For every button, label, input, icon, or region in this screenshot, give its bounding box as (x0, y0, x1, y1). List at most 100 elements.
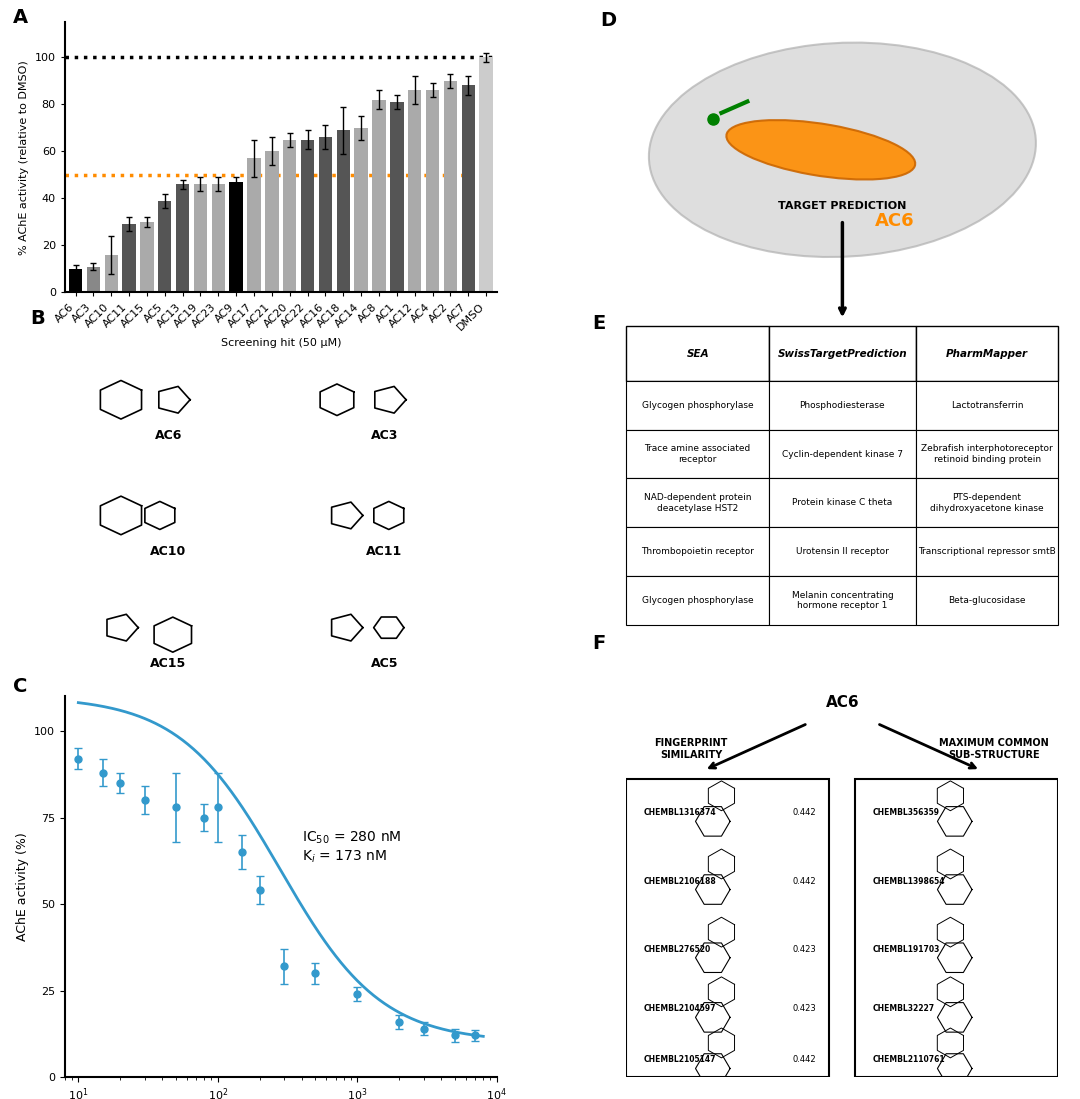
Text: Melanin concentrating
hormone receptor 1: Melanin concentrating hormone receptor 1 (792, 590, 893, 610)
Ellipse shape (649, 43, 1036, 257)
Text: 0.442: 0.442 (793, 1055, 816, 1065)
Text: Phosphodiesterase: Phosphodiesterase (799, 401, 886, 410)
Bar (769, 430, 916, 478)
Bar (626, 576, 769, 624)
Text: AC3: AC3 (370, 429, 399, 442)
Text: CHEMBL2105147: CHEMBL2105147 (644, 1055, 716, 1065)
Text: C: C (13, 677, 27, 697)
Text: Zebrafish interphotoreceptor
retinoid binding protein: Zebrafish interphotoreceptor retinoid bi… (921, 444, 1053, 464)
Bar (916, 381, 1058, 430)
Text: CHEMBL1316374: CHEMBL1316374 (644, 809, 716, 818)
Text: AC6: AC6 (154, 429, 183, 442)
Text: IC$_{50}$ = 280 nM
K$_i$ = 173 nM: IC$_{50}$ = 280 nM K$_i$ = 173 nM (302, 830, 402, 865)
Bar (916, 326, 1058, 381)
Text: AC15: AC15 (150, 657, 187, 669)
Text: SEA: SEA (687, 348, 708, 358)
Bar (229, 182, 243, 292)
Text: 0.442: 0.442 (793, 809, 816, 818)
Text: AC6: AC6 (875, 212, 914, 231)
Text: E: E (592, 314, 605, 333)
Text: CHEMBL2110761: CHEMBL2110761 (873, 1055, 945, 1065)
Bar (769, 528, 916, 576)
Text: PharmMapper: PharmMapper (946, 348, 1028, 358)
Bar (916, 528, 1058, 576)
FancyBboxPatch shape (82, 351, 255, 480)
Bar (390, 102, 404, 292)
Text: Thrombopoietin receptor: Thrombopoietin receptor (642, 547, 754, 556)
Text: MAXIMUM COMMON
SUB-STRUCTURE: MAXIMUM COMMON SUB-STRUCTURE (939, 739, 1049, 759)
Bar (408, 90, 421, 292)
Bar (626, 381, 769, 430)
Text: 0.423: 0.423 (793, 945, 816, 954)
Bar (626, 528, 769, 576)
Text: Lactotransferrin: Lactotransferrin (950, 401, 1024, 410)
Text: CHEMBL1398654: CHEMBL1398654 (873, 877, 945, 886)
Text: 0.442: 0.442 (793, 877, 816, 886)
Bar (626, 326, 769, 381)
Ellipse shape (727, 120, 915, 179)
Bar (176, 185, 189, 292)
Bar (212, 185, 225, 292)
Text: Glycogen phosphorylase: Glycogen phosphorylase (642, 401, 754, 410)
Text: Transcriptional repressor smtB: Transcriptional repressor smtB (918, 547, 1056, 556)
FancyBboxPatch shape (298, 578, 471, 708)
Text: CHEMBL32227: CHEMBL32227 (873, 1004, 935, 1013)
Bar (354, 127, 368, 292)
Text: NAD-dependent protein
deacetylase HST2: NAD-dependent protein deacetylase HST2 (644, 493, 752, 512)
Bar (426, 90, 440, 292)
Bar (105, 255, 118, 292)
Text: Urotensin II receptor: Urotensin II receptor (796, 547, 889, 556)
Text: AC10: AC10 (150, 544, 187, 557)
Text: Glycogen phosphorylase: Glycogen phosphorylase (642, 596, 754, 604)
Bar (337, 130, 350, 292)
Text: CHEMBL356359: CHEMBL356359 (873, 809, 940, 818)
Bar (626, 478, 769, 528)
Bar (266, 152, 279, 292)
Bar (373, 100, 386, 292)
Bar (769, 478, 916, 528)
Bar (86, 267, 100, 292)
FancyBboxPatch shape (82, 578, 255, 708)
Bar (916, 430, 1058, 478)
FancyBboxPatch shape (82, 466, 255, 596)
Text: AC5: AC5 (370, 657, 399, 669)
Bar (122, 224, 136, 292)
Text: CHEMBL276520: CHEMBL276520 (644, 945, 711, 954)
Text: CHEMBL191703: CHEMBL191703 (873, 945, 940, 954)
Text: AC11: AC11 (366, 544, 403, 557)
Bar (283, 140, 296, 292)
Bar (319, 137, 333, 292)
FancyBboxPatch shape (626, 779, 829, 1077)
Bar (193, 185, 207, 292)
Y-axis label: % AChE activity (relative to DMSO): % AChE activity (relative to DMSO) (19, 59, 29, 255)
X-axis label: Screening hit (50 μM): Screening hit (50 μM) (220, 338, 341, 348)
Text: F: F (592, 634, 605, 653)
Bar (916, 478, 1058, 528)
FancyBboxPatch shape (298, 351, 471, 480)
Text: Protein kinase C theta: Protein kinase C theta (793, 498, 892, 508)
FancyBboxPatch shape (855, 779, 1058, 1077)
Text: CHEMBL2104597: CHEMBL2104597 (644, 1004, 716, 1013)
Text: CHEMBL2106188: CHEMBL2106188 (644, 877, 716, 886)
Bar (480, 57, 492, 292)
Text: PTS-dependent
dihydroxyacetone kinase: PTS-dependent dihydroxyacetone kinase (930, 493, 1044, 512)
Bar (626, 430, 769, 478)
Bar (461, 86, 475, 292)
Y-axis label: AChE activity (%): AChE activity (%) (15, 832, 28, 941)
Text: AC6: AC6 (825, 695, 860, 710)
Bar (769, 576, 916, 624)
Bar (140, 222, 153, 292)
Bar (158, 201, 172, 292)
Text: D: D (600, 11, 617, 30)
FancyBboxPatch shape (298, 466, 471, 596)
Bar (444, 80, 457, 292)
Text: SwissTargetPrediction: SwissTargetPrediction (778, 348, 907, 358)
Text: FINGERPRINT
SIMILARITY: FINGERPRINT SIMILARITY (654, 739, 728, 759)
Bar (769, 326, 916, 381)
Text: Cyclin-dependent kinase 7: Cyclin-dependent kinase 7 (782, 449, 903, 458)
Text: B: B (30, 309, 45, 328)
Bar (301, 140, 314, 292)
Text: TARGET PREDICTION: TARGET PREDICTION (779, 201, 906, 211)
Bar (916, 576, 1058, 624)
Bar (69, 269, 82, 292)
